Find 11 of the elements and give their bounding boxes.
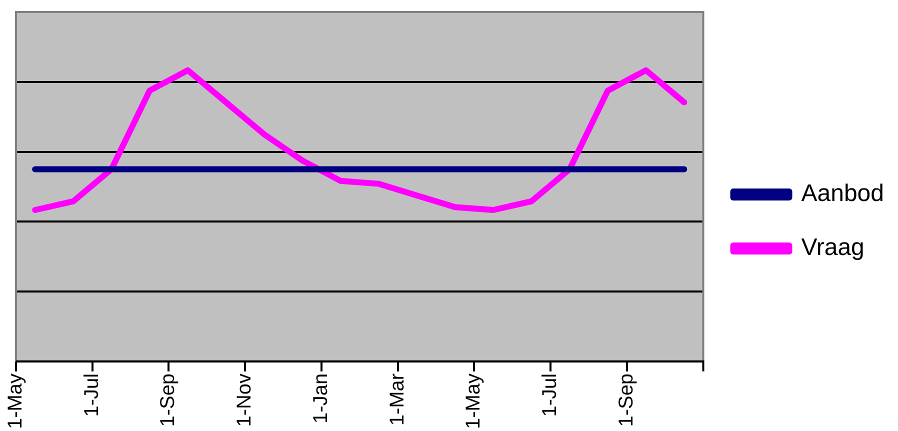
x-tick-label: 1-Sep <box>615 373 638 427</box>
x-tick-label: 1-Jul <box>539 373 562 417</box>
x-tick-label: 1-May <box>462 373 485 430</box>
x-tick-label: 1-Jul <box>80 373 103 417</box>
x-tick-label: 1-Jan <box>310 373 332 424</box>
legend-label: Aanbod <box>801 180 884 208</box>
x-tick-label: 1-May <box>4 373 27 430</box>
x-tick-label: 1-Mar <box>386 373 408 426</box>
legend-label: Vraag <box>801 234 864 262</box>
x-tick-label: 1-Nov <box>234 373 256 427</box>
x-tick-label: 1-Sep <box>157 373 180 427</box>
